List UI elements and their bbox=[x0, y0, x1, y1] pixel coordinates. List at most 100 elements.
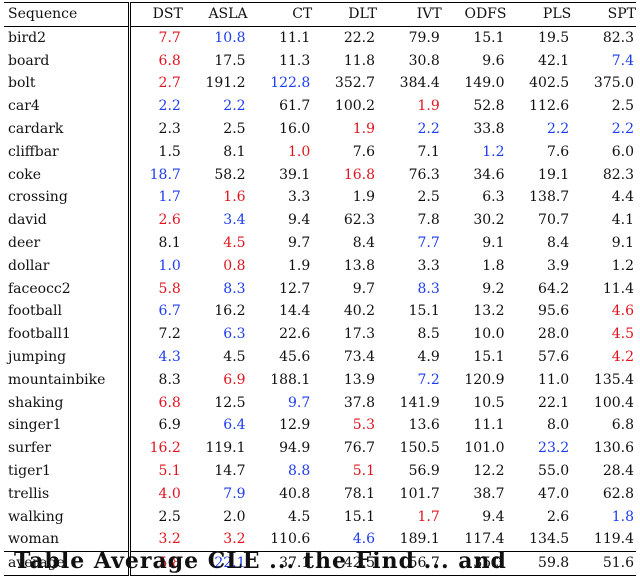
value-cell: 375.0 bbox=[593, 75, 634, 92]
table-row: bird2 7.7 10.8 11.1 22.2 79.9 15.1 19.5 82.3 bbox=[4, 26, 636, 50]
value-cell: 11.1 bbox=[473, 417, 505, 434]
table-row: singer1 6.9 6.4 12.9 5.3 13.6 11.1 8.0 6.8 bbox=[4, 414, 636, 438]
value-cell: 13.9 bbox=[343, 371, 376, 388]
sequence-name-cell: jumping bbox=[4, 345, 131, 369]
value-cell: 4.5 bbox=[223, 348, 246, 365]
value-cell: 76.7 bbox=[343, 440, 376, 457]
value-cell: 4.4 bbox=[611, 189, 634, 206]
value-cell: 1.9 bbox=[352, 120, 376, 137]
value-cell: 150.5 bbox=[399, 440, 440, 457]
value-cell: 82.3 bbox=[602, 166, 634, 183]
value-cell: 4.5 bbox=[223, 234, 246, 251]
value-cell: 101.7 bbox=[399, 485, 440, 502]
sequence-name-cell: cliffbar bbox=[4, 140, 131, 164]
sequence-name-cell: surfer bbox=[4, 437, 131, 460]
value-cell: 6.4 bbox=[223, 417, 246, 434]
value-cell: 5.1 bbox=[158, 462, 181, 479]
value-cell: 4.3 bbox=[158, 348, 181, 365]
sequence-name-cell: board bbox=[4, 49, 131, 73]
value-cell: 6.9 bbox=[158, 417, 181, 434]
sequence-name-cell: singer1 bbox=[4, 414, 131, 438]
table-header-row: Sequence DST ASLA CT DLT IVT ODFS PLS SPT bbox=[4, 2, 636, 27]
sequence-name-cell: average bbox=[4, 551, 131, 576]
value-cell: 138.7 bbox=[529, 189, 570, 206]
value-cell: 15.1 bbox=[343, 508, 376, 525]
table-row: woman 3.2 3.2 110.6 4.6 189.1 117.4 134.5 119.4 bbox=[4, 528, 636, 552]
table-row: coke 18.7 58.2 39.1 16.8 76.3 34.6 19.1 82.3 bbox=[4, 163, 636, 187]
value-cell: 2.2 bbox=[223, 98, 246, 115]
value-cell: 402.5 bbox=[529, 75, 570, 92]
value-cell: 2.3 bbox=[158, 120, 181, 137]
value-cell: 11.4 bbox=[602, 280, 634, 297]
table-body: bird2 7.7 10.8 11.1 22.2 79.9 15.1 19.5 82.3 boar… bbox=[4, 26, 636, 552]
value-cell: 5.8 bbox=[158, 555, 181, 572]
value-cell: 58.2 bbox=[214, 166, 246, 183]
value-cell: 7.7 bbox=[158, 29, 181, 46]
value-cell: 100.2 bbox=[334, 98, 376, 115]
value-cell: 28.0 bbox=[538, 326, 570, 343]
value-cell: 7.2 bbox=[417, 371, 440, 388]
value-cell: 101.0 bbox=[464, 440, 505, 457]
value-cell: 64.2 bbox=[538, 280, 570, 297]
value-cell: 4.6 bbox=[352, 531, 376, 548]
value-cell: 6.8 bbox=[158, 52, 181, 69]
sequence-name-cell: crossing bbox=[4, 186, 131, 210]
value-cell: 38.7 bbox=[473, 485, 505, 502]
value-cell: 3.3 bbox=[417, 257, 440, 274]
sequence-name-cell: shaking bbox=[4, 391, 131, 415]
sequence-name-cell: football1 bbox=[4, 323, 131, 346]
value-cell: 73.4 bbox=[343, 348, 376, 365]
table-row: bolt 2.7 191.2 122.8 352.7 384.4 149.0 402.5 375… bbox=[4, 72, 636, 96]
sequence-name-cell: david bbox=[4, 209, 131, 232]
value-cell: 9.7 bbox=[288, 394, 311, 411]
results-table: Sequence DST ASLA CT DLT IVT ODFS PLS SPT bird2 7… bbox=[4, 2, 636, 576]
value-cell: 13.8 bbox=[343, 257, 376, 274]
value-cell: 112.6 bbox=[529, 98, 570, 115]
value-cell: 6.0 bbox=[611, 143, 634, 160]
value-cell: 3.2 bbox=[158, 531, 181, 548]
sequence-name-cell: coke bbox=[4, 163, 131, 187]
value-cell: 1.0 bbox=[288, 143, 311, 160]
value-cell: 39.1 bbox=[279, 166, 311, 183]
value-cell: 1.9 bbox=[288, 257, 311, 274]
value-cell: 16.0 bbox=[279, 120, 311, 137]
table-row: walking 2.5 2.0 4.5 15.1 1.7 9.4 2.6 1.8 bbox=[4, 505, 636, 529]
value-cell: 8.3 bbox=[223, 280, 246, 297]
value-cell: 11.0 bbox=[538, 371, 570, 388]
value-cell: 149.0 bbox=[464, 75, 505, 92]
table-row: jumping 4.3 4.5 45.6 73.4 4.9 15.1 57.6 4.2 bbox=[4, 345, 636, 369]
value-cell: 4.6 bbox=[611, 303, 634, 320]
header-method: SPT bbox=[607, 6, 636, 22]
value-cell: 191.2 bbox=[205, 75, 246, 92]
value-cell: 9.2 bbox=[482, 280, 505, 297]
value-cell: 22.1 bbox=[214, 555, 246, 572]
sequence-name-cell: car4 bbox=[4, 95, 131, 118]
value-cell: 2.7 bbox=[158, 75, 181, 92]
value-cell: 134.5 bbox=[529, 531, 570, 548]
value-cell: 4.5 bbox=[611, 326, 634, 343]
value-cell: 2.5 bbox=[158, 508, 181, 525]
value-cell: 62.8 bbox=[602, 485, 634, 502]
value-cell: 22.1 bbox=[538, 394, 570, 411]
sequence-name-cell: tiger1 bbox=[4, 459, 131, 483]
sequence-name-cell: woman bbox=[4, 528, 131, 552]
table-row: deer 8.1 4.5 9.7 8.4 7.7 9.1 8.4 9.1 bbox=[4, 231, 636, 255]
value-cell: 1.6 bbox=[223, 189, 246, 206]
value-cell: 1.5 bbox=[158, 143, 181, 160]
value-cell: 2.6 bbox=[158, 212, 181, 229]
value-cell: 17.5 bbox=[214, 52, 246, 69]
value-cell: 57.6 bbox=[538, 348, 570, 365]
value-cell: 12.9 bbox=[279, 417, 311, 434]
value-cell: 2.2 bbox=[417, 120, 440, 137]
table-row: board 6.8 17.5 11.3 11.8 30.8 9.6 42.1 7.4 bbox=[4, 49, 636, 73]
value-cell: 47.0 bbox=[538, 485, 570, 502]
table-row: football1 7.2 6.3 22.6 17.3 8.5 10.0 28.0 4.5 bbox=[4, 323, 636, 346]
value-cell: 7.6 bbox=[546, 143, 570, 160]
value-cell: 8.4 bbox=[352, 234, 376, 251]
value-cell: 6.3 bbox=[482, 189, 505, 206]
table-row: surfer 16.2 119.1 94.9 76.7 150.5 101.0 23.2 130… bbox=[4, 437, 636, 460]
value-cell: 188.1 bbox=[270, 371, 311, 388]
value-cell: 35.3 bbox=[473, 555, 505, 572]
value-cell: 22.2 bbox=[343, 29, 376, 46]
table-row: crossing 1.7 1.6 3.3 1.9 2.5 6.3 138.7 4.4 bbox=[4, 186, 636, 210]
